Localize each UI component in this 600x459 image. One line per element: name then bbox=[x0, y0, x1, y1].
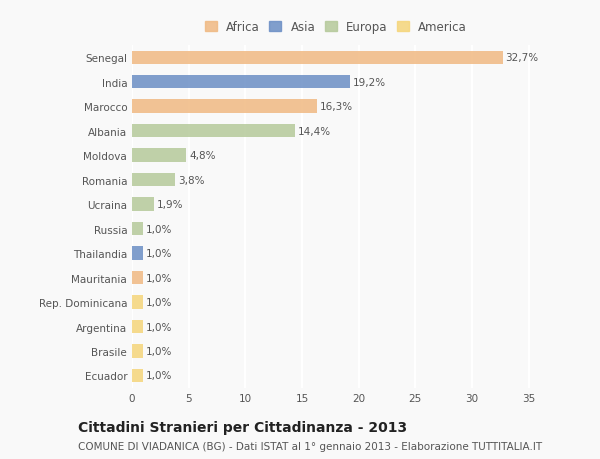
Bar bbox=[132, 76, 350, 89]
Text: 4,8%: 4,8% bbox=[189, 151, 216, 161]
Text: 1,0%: 1,0% bbox=[146, 248, 173, 258]
Text: 1,9%: 1,9% bbox=[157, 200, 183, 210]
Text: 14,4%: 14,4% bbox=[298, 126, 331, 136]
Bar bbox=[132, 198, 154, 212]
Text: 3,8%: 3,8% bbox=[178, 175, 205, 185]
Legend: Africa, Asia, Europa, America: Africa, Asia, Europa, America bbox=[202, 17, 470, 38]
Bar bbox=[132, 149, 187, 162]
Bar bbox=[132, 51, 503, 65]
Text: COMUNE DI VIADANICA (BG) - Dati ISTAT al 1° gennaio 2013 - Elaborazione TUTTITAL: COMUNE DI VIADANICA (BG) - Dati ISTAT al… bbox=[78, 441, 542, 451]
Bar bbox=[132, 247, 143, 260]
Text: Cittadini Stranieri per Cittadinanza - 2013: Cittadini Stranieri per Cittadinanza - 2… bbox=[78, 420, 407, 434]
Text: 1,0%: 1,0% bbox=[146, 297, 173, 308]
Text: 1,0%: 1,0% bbox=[146, 371, 173, 381]
Text: 19,2%: 19,2% bbox=[352, 78, 386, 88]
Text: 1,0%: 1,0% bbox=[146, 346, 173, 356]
Text: 1,0%: 1,0% bbox=[146, 224, 173, 234]
Bar bbox=[132, 369, 143, 382]
Bar bbox=[132, 345, 143, 358]
Bar bbox=[132, 174, 175, 187]
Text: 16,3%: 16,3% bbox=[320, 102, 353, 112]
Bar bbox=[132, 296, 143, 309]
Bar bbox=[132, 125, 295, 138]
Text: 1,0%: 1,0% bbox=[146, 322, 173, 332]
Bar bbox=[132, 320, 143, 334]
Text: 32,7%: 32,7% bbox=[505, 53, 539, 63]
Bar bbox=[132, 100, 317, 114]
Bar bbox=[132, 222, 143, 236]
Bar bbox=[132, 271, 143, 285]
Text: 1,0%: 1,0% bbox=[146, 273, 173, 283]
